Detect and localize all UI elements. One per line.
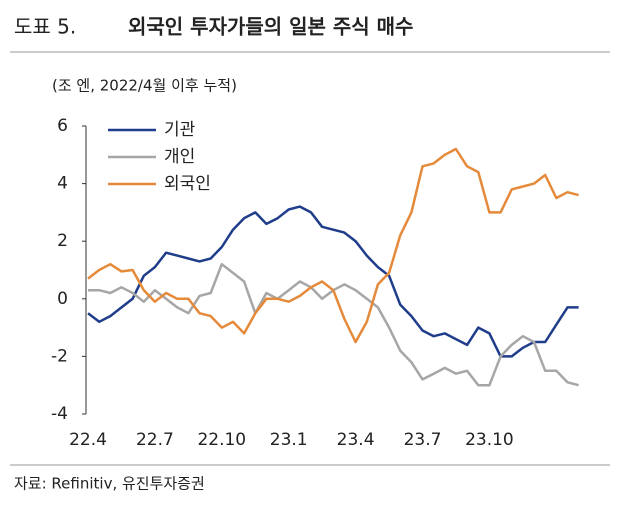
series-line xyxy=(87,147,579,344)
legend-label: 개인 xyxy=(164,147,195,167)
x-tick-label: 22.10 xyxy=(197,430,246,450)
x-tick-label: 23.1 xyxy=(270,430,308,450)
x-tick-label: 23.4 xyxy=(337,430,375,450)
y-tick-label: -2 xyxy=(51,346,68,366)
x-tick-label: 22.4 xyxy=(69,430,107,450)
x-tick-label: 23.10 xyxy=(465,430,514,450)
y-tick-label: 4 xyxy=(57,174,68,194)
y-tick-label: 0 xyxy=(57,289,68,309)
chart-subtitle: (조 엔, 2022/4월 이후 누적) xyxy=(52,77,237,95)
series-line xyxy=(87,205,579,358)
x-tick-label: 23.7 xyxy=(404,430,442,450)
legend-label: 외국인 xyxy=(164,174,211,194)
chart-label: 도표 5. xyxy=(14,15,76,39)
y-tick-label: 6 xyxy=(57,116,68,136)
source: 자료: Refinitiv, 유진투자증권 xyxy=(14,475,205,493)
y-tick-label: 2 xyxy=(57,231,68,251)
chart-title: 외국인 투자가들의 일본 주식 매수 xyxy=(128,15,413,39)
x-tick-label: 22.7 xyxy=(136,430,174,450)
series-line xyxy=(88,262,579,387)
legend-label: 기관 xyxy=(164,120,195,140)
y-tick-label: -4 xyxy=(51,404,68,424)
